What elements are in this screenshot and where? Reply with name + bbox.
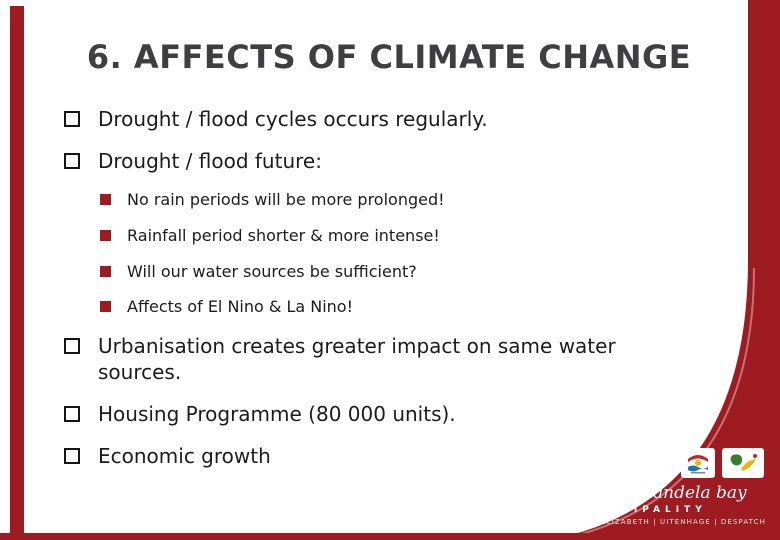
bullet-text: Economic growth: [98, 444, 271, 469]
sub-bullet-item: No rain periods will be more prolonged!: [100, 190, 734, 211]
square-filled-bullet-icon: [100, 265, 111, 277]
bullet-text: Urbanisation creates greater impact on s…: [98, 334, 616, 385]
square-filled-bullet-icon: [100, 301, 111, 313]
left-accent-bar: [10, 6, 24, 540]
bottom-accent-bar: [0, 533, 780, 540]
bullet-text: Will our water sources be sufficient?: [127, 261, 417, 281]
bullet-text: Affects of El Nino & La Nino!: [127, 297, 354, 317]
bullet-text: No rain periods will be more prolonged!: [127, 190, 445, 209]
square-outline-bullet-icon: [64, 448, 80, 465]
bullet-text: Rainfall period shorter & more intense!: [127, 225, 440, 245]
bullet-item: Drought / flood future:: [64, 148, 734, 174]
fifa-world-cup-2010-icon: [722, 448, 764, 478]
sub-bullet-list: No rain periods will be more prolonged! …: [44, 190, 734, 318]
partner-logos: [681, 448, 764, 478]
bullet-text: Drought / flood cycles occurs regularly.: [98, 107, 488, 131]
square-outline-bullet-icon: [64, 153, 80, 169]
square-outline-bullet-icon: [64, 406, 80, 423]
brand-text: nelson mandela bay MUNICIPALITY PORT ELI…: [575, 482, 766, 527]
square-filled-bullet-icon: [100, 229, 111, 241]
bullet-list: Urbanisation creates greater impact on s…: [44, 333, 734, 469]
slide-body: 6. AFFECTS OF CLIMATE CHANGE Drought / f…: [44, 38, 734, 485]
square-outline-bullet-icon: [64, 338, 80, 355]
bullet-list: Drought / flood cycles occurs regularly.…: [44, 106, 734, 174]
square-outline-bullet-icon: [64, 111, 80, 127]
nelson-mandela-bay-emblem-icon: [681, 448, 715, 478]
bullet-text: Housing Programme (80 000 units).: [98, 402, 456, 427]
bullet-item: Urbanisation creates greater impact on s…: [64, 333, 734, 385]
sub-bullet-item: Rainfall period shorter & more intense!: [100, 226, 734, 247]
bullet-item: Housing Programme (80 000 units).: [64, 401, 734, 427]
brand-municipality-label: MUNICIPALITY: [575, 505, 707, 516]
brand-name: nelson mandela bay: [575, 482, 747, 503]
brand-cities-label: PORT ELIZABETH | UITENHAGE | DESPATCH: [575, 518, 766, 527]
bullet-item: Drought / flood cycles occurs regularly.: [64, 106, 734, 132]
square-filled-bullet-icon: [100, 194, 111, 205]
municipality-building-icon: [517, 483, 564, 527]
sub-bullet-item: Affects of El Nino & La Nino!: [100, 297, 734, 318]
municipality-brand: nelson mandela bay MUNICIPALITY PORT ELI…: [515, 483, 766, 527]
bullet-text: Drought / flood future:: [98, 149, 322, 173]
bullet-item: Economic growth: [64, 443, 734, 469]
slide-title: 6. AFFECTS OF CLIMATE CHANGE: [86, 38, 692, 76]
sub-bullet-item: Will our water sources be sufficient?: [100, 262, 734, 283]
